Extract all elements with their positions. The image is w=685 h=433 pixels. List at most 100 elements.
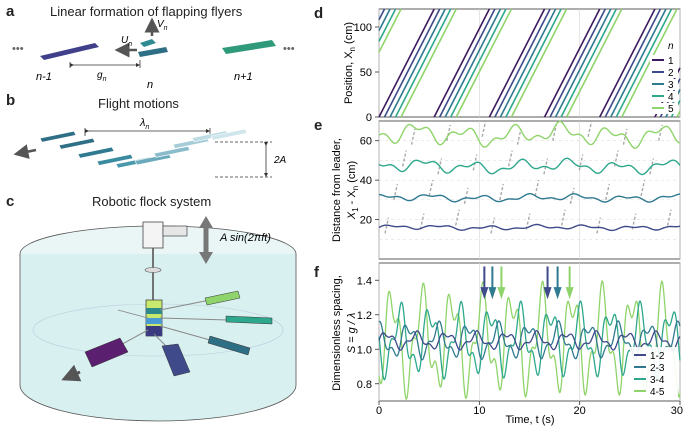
panel-d-axes [378,8,681,118]
g-label: gn [97,70,107,83]
robot-wing-1 [84,337,129,368]
panel-d-series-1 [378,8,435,118]
panel-d-series-4 [378,8,397,42]
panel-d-series-1 [488,8,546,118]
panel-d-legend-title: n [668,41,674,52]
panel-c-diagram: A sin(2πft) [19,216,297,422]
panel-f-legend-label: 4-5 [650,387,665,398]
panel-f-xlabel: Time, t (s) [505,414,554,426]
flight-wing-snapshot [77,146,115,159]
panel-d-ytick: 100 [354,22,372,34]
panel-f-ylabel: Dimensionless spacing, [331,275,343,391]
panel-e-ylabel: Distance from leader, [331,138,343,242]
panel-d-series-4 [560,8,618,118]
panel-e-ytick: 20 [360,215,372,227]
robot-wing-5 [204,290,241,306]
panel-d-series-3 [610,8,667,118]
panel-letter-a: a [6,3,15,20]
panel-f-legend: 1-22-33-44-5 [630,347,678,399]
panel-f-series-4-5 [378,279,681,400]
panel-d-series-4 [450,8,507,118]
ellipsis-right: ••• [283,43,295,55]
panel-d-series-2 [383,8,441,118]
flight-wing-snapshot [58,137,96,150]
wing-n [138,47,168,57]
u-label: Un [121,35,132,48]
panel-e-chart: 20 40 60 Distance from leader, X1 - Xn (cm… [331,120,681,260]
panel-d-series-5 [455,8,513,118]
panel-e-series-4 [378,157,681,176]
panel-d-series-3 [554,8,612,118]
panel-f-ytick: 0.8 [357,379,372,391]
label-n-minus-1: n-1 [36,71,52,83]
flight-wing-snapshot [153,146,191,158]
panel-d-series-2 [494,8,551,118]
panel-d-series-2 [438,8,496,118]
amplitude-label: 2A [273,155,287,166]
panel-letter-f: f [314,264,319,281]
panel-d-series-5 [621,8,678,118]
flock-direction-arrow [61,364,82,382]
panel-d-series-5 [400,8,457,118]
panel-f-series-3-4 [378,300,681,381]
panel-b-title: Flight motions [98,96,179,111]
flight-direction-arrow [13,144,37,159]
panel-d-legend-label: 3 [668,80,674,91]
panel-d-series-3 [389,8,446,118]
flight-wing-snapshot [96,154,134,166]
panel-e-series-5 [378,120,681,149]
panel-f-xtick: 0 [376,405,382,417]
panel-a-diagram: ••• ••• Un Vn gn n-1 n n+1 [12,17,295,91]
panel-d-ylabel: Position, Xn (cm) [343,22,357,104]
panel-d-series-1 [543,8,601,118]
panel-f-xtick: 10 [473,405,485,417]
panel-f-ylabel2: S = g / λ [346,313,358,354]
panel-d-legend-label: 2 [668,68,674,79]
panel-d-series-4 [394,8,452,118]
panel-d-series-5 [510,8,568,118]
panel-d-series-2 [549,8,606,118]
panel-letter-e: e [314,117,323,134]
panel-d-series-3 [499,8,557,118]
panel-f-chart: 0.8 1.0 1.2 1.4 0 10 20 30 1-22-33-44-5 Dimens… [331,262,683,426]
panel-d-series-3 [378,8,391,31]
flight-wing-snapshot [39,130,77,143]
panel-e-ytick: 40 [360,175,372,187]
panel-e-series-2 [378,223,681,232]
panel-f-legend-label: 2-3 [650,363,665,374]
panel-f-legend-label: 1-2 [650,351,665,362]
panel-f-xtick: 30 [671,405,683,417]
robot-wing-2 [161,343,191,377]
robot-wing-3 [207,335,251,356]
panel-letter-d: d [314,5,324,22]
robot-wing-4 [225,315,273,325]
wing-n-minus-1 [40,43,99,60]
label-n: n [147,79,153,91]
panel-letter-b: b [6,92,16,109]
lambda-label: λn [139,117,149,131]
panel-d-series-1 [433,8,491,118]
forcing-label: A sin(2πft) [219,232,271,244]
panel-d-series-1 [599,8,656,118]
panel-f-series-1-2 [378,329,681,351]
panel-d-series-5 [378,8,402,53]
panel-f-xtick: 20 [574,405,586,417]
panel-f-ytick: 1.0 [357,344,372,356]
panel-d-series-4 [615,8,673,118]
panel-d-series-2 [378,8,386,21]
panel-letter-c: c [6,193,15,210]
flight-motion-wings [39,128,248,169]
panel-d-legend-label: 1 [668,56,674,67]
panel-d-series-5 [676,110,681,118]
panel-d-series-3 [444,8,502,118]
panel-d-series-5 [565,8,623,118]
panel-d-legend-label: 5 [668,104,674,115]
wing-n-plus-1 [222,40,276,54]
panel-e-axes [378,120,681,260]
wing-n-upper [140,39,156,47]
panel-c-title: Robotic flock system [92,194,212,209]
panel-f-series-2-3 [378,320,681,361]
